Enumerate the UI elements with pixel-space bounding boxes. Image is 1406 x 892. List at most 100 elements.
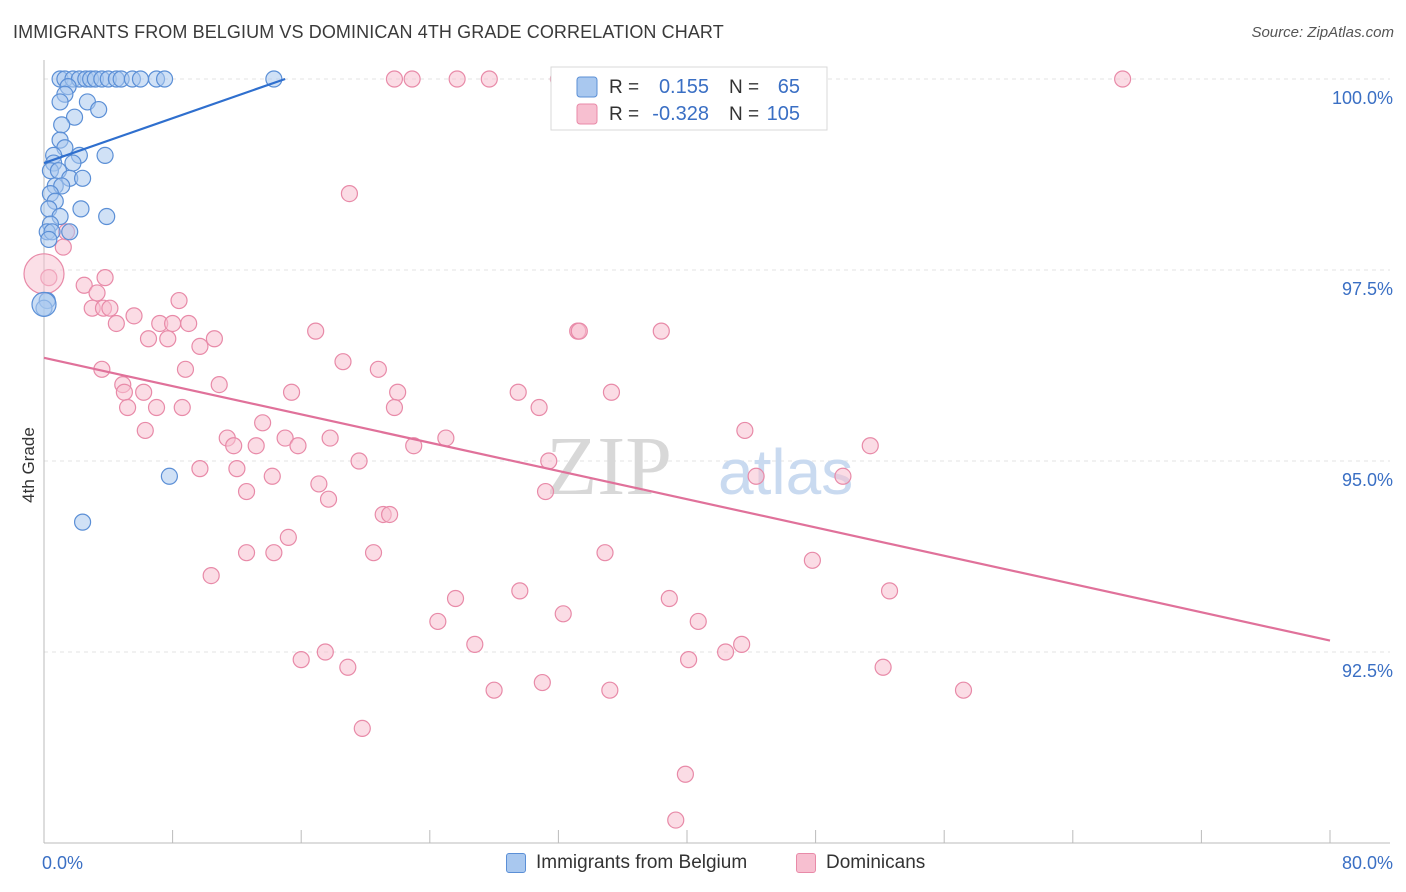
belgium-point-14: [155, 70, 174, 88]
dominicans-point-large: [23, 253, 65, 295]
legend-item-dominicans[interactable]: Dominicans: [796, 852, 925, 874]
dominicans-point-37: [115, 383, 133, 401]
dominicans-point-84: [554, 605, 572, 623]
dominicans-point-74: [237, 544, 256, 562]
belgium-point-20: [90, 100, 108, 119]
dominicans-point-59: [861, 437, 879, 455]
dominicans-point-45: [173, 398, 191, 417]
x-tick-label-max: 80.0%: [1342, 853, 1393, 873]
dominicans-point-99: [353, 719, 371, 738]
dominicans-point-11: [96, 269, 114, 287]
legend-n-value-2: 105: [767, 103, 800, 125]
belgium-point-33: [73, 169, 92, 187]
dominicans-point-91: [292, 651, 310, 669]
dominicans-point-47: [530, 398, 548, 417]
legend-swatch-dominicans: [576, 103, 598, 125]
dominicans-point-6: [1114, 70, 1132, 88]
belgium-point-12: [131, 70, 150, 88]
dominicans-point-33: [176, 360, 195, 378]
dominicans-point-75: [265, 544, 283, 562]
dominicans-points: [23, 70, 1132, 829]
dominicans-point-60: [350, 452, 368, 470]
dominicans-point-9: [54, 238, 72, 256]
dominicans-point-79: [202, 566, 220, 585]
dominicans-point-87: [466, 635, 484, 653]
dominicans-point-96: [485, 681, 503, 699]
dominicans-point-38: [135, 383, 153, 401]
dominicans-point-78: [803, 551, 821, 569]
watermark-atlas: atlas: [718, 436, 853, 508]
grid-lines: [44, 78, 1390, 653]
dominicans-point-95: [533, 673, 551, 692]
dominicans-point-93: [339, 658, 357, 676]
dominicans-point-12: [75, 276, 93, 294]
dominicans-point-13: [88, 284, 106, 302]
watermark-zip: ZIP: [546, 420, 672, 513]
belgium-point-38: [72, 200, 90, 218]
legend-n-label-1: N =: [729, 77, 759, 98]
belgium-point-45: [61, 223, 79, 241]
dominicans-point-88: [733, 635, 751, 653]
dominicans-point-7: [340, 185, 359, 203]
dominicans-point-44: [147, 398, 166, 417]
dominicans-point-81: [446, 589, 465, 608]
dominicans-point-58: [405, 437, 423, 455]
dominicans-point-53: [437, 429, 455, 447]
dominicans-point-90: [716, 643, 735, 661]
dominicans-point-22: [180, 314, 198, 333]
dominicans-point-50: [736, 421, 754, 440]
watermark: ZIP atlas: [546, 420, 853, 513]
dominicans-point-40: [389, 383, 407, 401]
chart-title: IMMIGRANTS FROM BELGIUM VS DOMINICAN 4TH…: [13, 22, 724, 42]
dominicans-point-30: [191, 337, 209, 355]
dominicans-point-94: [874, 658, 892, 676]
dominicans-point-14: [170, 291, 188, 310]
dominicans-point-39: [282, 383, 301, 401]
source-label: Source: ZipAtlas.com: [1251, 24, 1394, 41]
belgium-points: [31, 70, 283, 531]
dominicans-point-67: [310, 475, 328, 493]
dominicans-point-100: [676, 765, 694, 783]
dominicans-point-70: [319, 490, 338, 508]
dominicans-point-80: [511, 582, 529, 600]
dominicans-point-2: [448, 70, 466, 88]
legend-r-label-2: R =: [609, 104, 639, 125]
dominicans-point-97: [601, 681, 619, 699]
legend-r-label-1: R =: [609, 77, 639, 98]
dominicans-point-66: [834, 467, 852, 485]
trend-lines: [43, 77, 1331, 642]
y-tick-label-1: 97.5%: [1342, 279, 1393, 299]
axes: [43, 60, 1390, 844]
dominicans-point-54: [321, 429, 339, 447]
legend-n-label-2: N =: [729, 104, 759, 125]
dominicans-point-17: [101, 299, 119, 317]
dominicans-point-83: [880, 582, 899, 600]
legend-r-value-1: 0.155: [659, 76, 709, 98]
stats-legend: R = 0.155 N = 65 R = -0.328 N = 105: [550, 66, 828, 131]
belgium-point-22: [53, 116, 71, 134]
legend-r-value-2: -0.328: [652, 103, 709, 125]
series-legend: Immigrants from Belgium Dominicans: [0, 852, 1406, 878]
legend-item-belgium[interactable]: Immigrants from Belgium: [506, 852, 747, 874]
belgium-point-49: [160, 467, 178, 485]
y-tick-labels: 100.0% 97.5% 95.0% 92.5%: [1332, 88, 1393, 681]
y-tick-label-3: 92.5%: [1342, 661, 1393, 681]
legend-swatch-belgium-bottom: [506, 853, 526, 873]
dominicans-point-98: [954, 681, 973, 699]
belgium-point-21: [65, 108, 84, 126]
dominicans-point-1: [403, 70, 421, 88]
dominicans-point-68: [536, 482, 555, 501]
dominicans-point-3: [480, 70, 498, 88]
legend-swatch-belgium: [576, 76, 598, 98]
dominicans-point-26: [652, 322, 670, 340]
dominicans-point-56: [247, 437, 265, 455]
x-tick-label-min: 0.0%: [42, 853, 83, 873]
dominicans-point-55: [225, 437, 243, 455]
belgium-trend-line: [43, 77, 286, 165]
dominicans-point-72: [381, 505, 399, 524]
dominicans-point-82: [660, 589, 678, 608]
belgium-point-50: [73, 513, 92, 531]
dominicans-point-62: [191, 460, 209, 478]
dominicans-point-92: [680, 651, 698, 669]
dominicans-point-27: [139, 330, 158, 348]
